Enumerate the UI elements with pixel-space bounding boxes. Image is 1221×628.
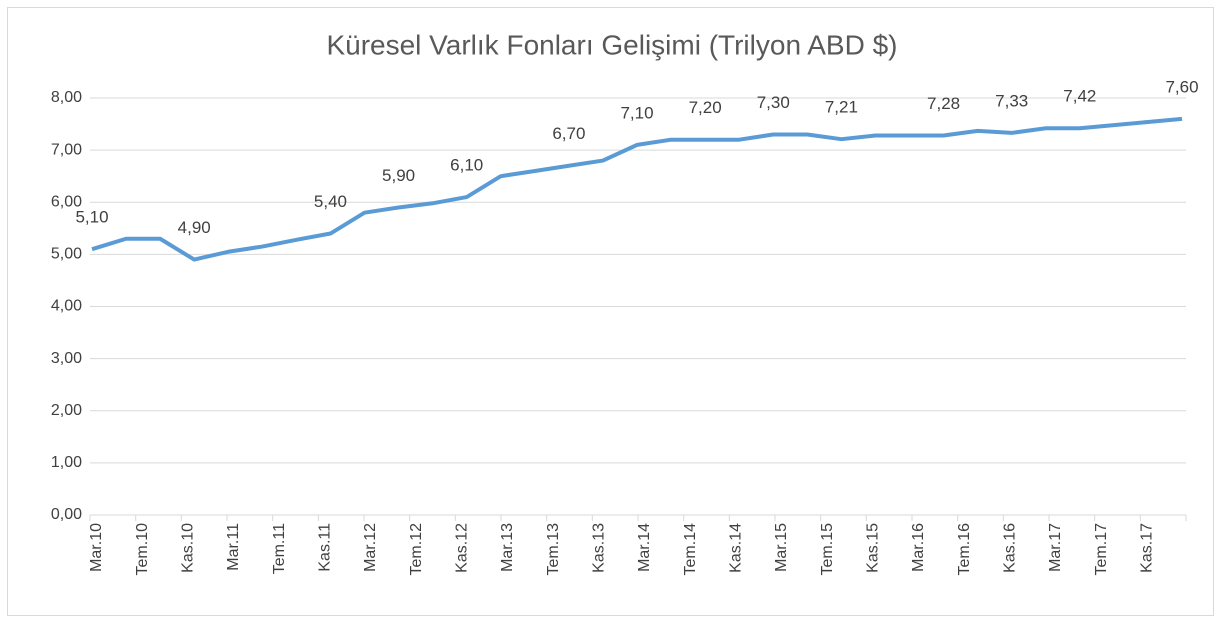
y-tick-label: 3,00 [51,350,82,367]
x-tick-label: Mar.11 [225,523,242,571]
y-tick-label: 6,00 [51,193,82,210]
y-tick-label: 7,00 [51,141,82,158]
data-label: 7,10 [620,103,653,122]
x-tick-label: Kas.15 [865,523,882,573]
x-tick-label: Tem.15 [819,523,836,576]
data-label: 7,20 [689,98,722,117]
data-label: 7,33 [995,91,1028,110]
data-label: 7,60 [1165,77,1198,96]
x-tick-label: Kas.16 [1002,523,1019,573]
x-tick-label: Kas.10 [180,523,197,573]
data-label: 7,28 [927,94,960,113]
data-label: 5,40 [314,192,347,211]
data-label: 7,21 [825,98,858,117]
y-tick-label: 1,00 [51,454,82,471]
data-label: 5,10 [75,208,108,227]
chart-frame [7,7,1214,616]
x-tick-label: Mar.13 [499,523,516,572]
x-tick-label: Tem.13 [545,523,562,576]
x-tick-label: Kas.11 [317,523,334,572]
x-tick-label: Tem.11 [271,523,288,574]
series-line [91,116,1183,262]
x-tick-label: Tem.12 [408,523,425,576]
x-tick-label: Mar.17 [1047,523,1064,572]
data-label: 5,90 [382,166,415,185]
x-tick-label: Mar.15 [773,523,790,572]
x-tick-label: Tem.10 [134,523,151,576]
data-label: 6,10 [450,156,483,175]
y-tick-label: 0,00 [51,506,82,523]
x-tick-label: Kas.12 [454,523,471,573]
x-tick-label: Kas.14 [728,523,745,573]
x-tick-label: Tem.14 [682,523,699,576]
chart-title: Küresel Varlık Fonları Gelişimi (Trilyon… [326,29,897,60]
data-label: 7,42 [1063,87,1096,106]
data-label: 4,90 [178,218,211,237]
x-tick-label: Mar.16 [910,523,927,572]
y-tick-label: 2,00 [51,402,82,419]
y-tick-label: 5,00 [51,246,82,263]
data-label: 6,70 [552,124,585,143]
data-label: 7,30 [757,93,790,112]
x-tick-label: Kas.13 [591,523,608,573]
y-tick-label: 4,00 [51,298,82,315]
x-tick-label: Tem.16 [956,523,973,576]
x-tick-label: Mar.10 [88,523,105,572]
x-tick-label: Mar.12 [362,523,379,572]
x-tick-label: Tem.17 [1093,523,1110,576]
x-tick-label: Kas.17 [1139,523,1156,573]
y-tick-label: 8,00 [51,89,82,106]
x-tick-label: Mar.14 [636,523,653,572]
